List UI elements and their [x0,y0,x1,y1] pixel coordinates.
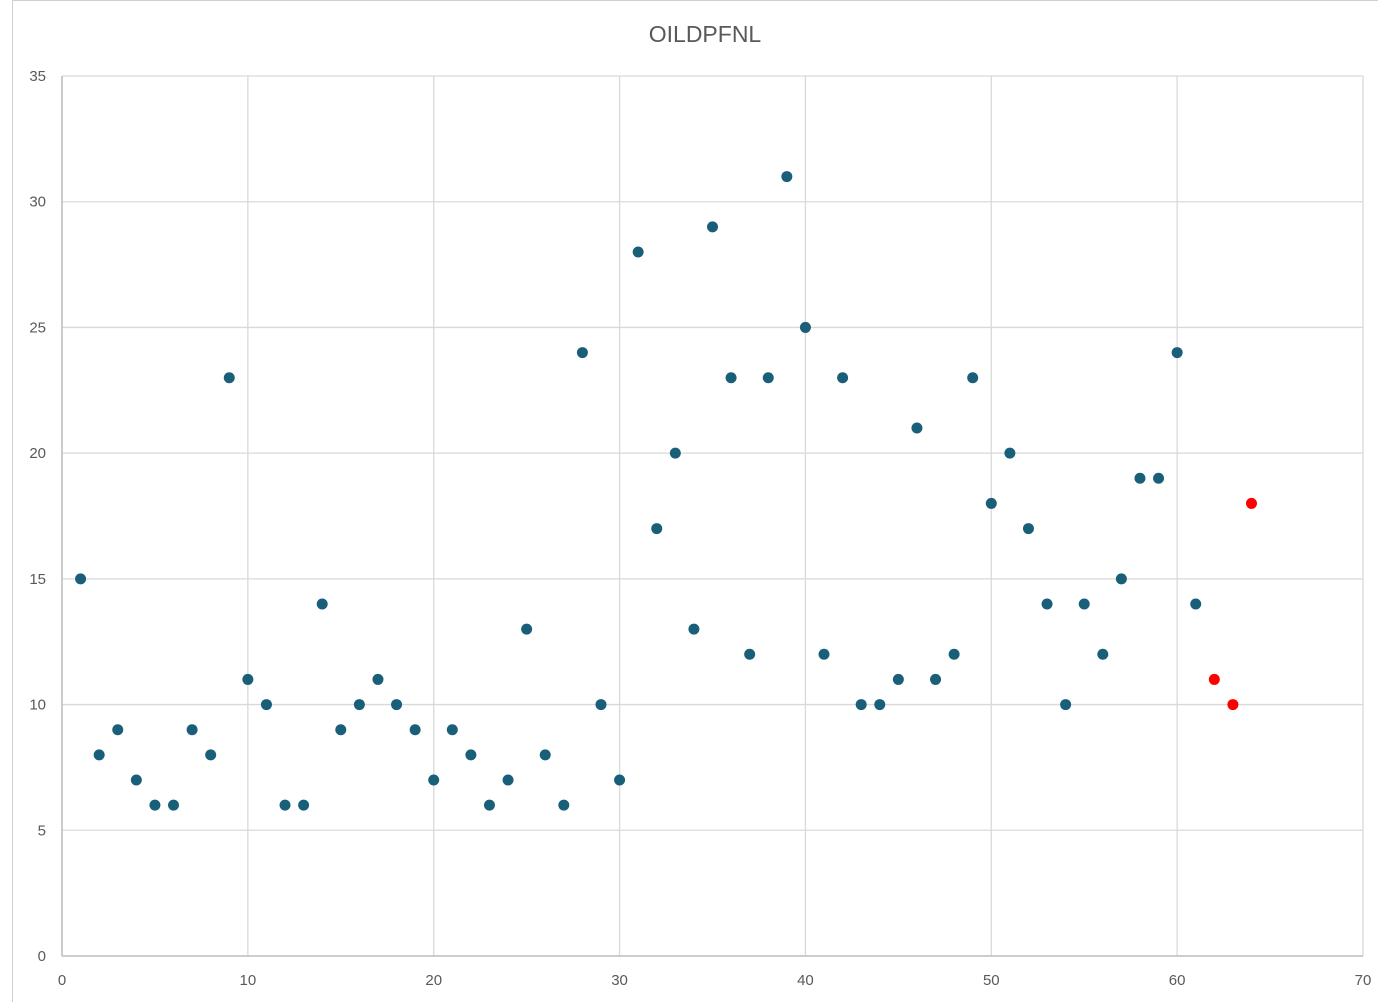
data-point [335,724,347,736]
data-point [781,171,793,183]
x-tick-label: 30 [611,972,628,989]
data-point [799,321,811,333]
highlighted-data-point [1245,497,1257,509]
y-tick-label: 25 [29,319,46,336]
data-point [1134,472,1146,484]
highlighted-data-point [1227,699,1239,711]
data-point [465,749,477,761]
data-point [1190,598,1202,610]
data-point [930,673,942,685]
data-point [260,699,272,711]
window-top-edge [13,0,1378,1]
data-point [521,623,533,635]
data-point [1097,648,1109,660]
data-point [1078,598,1090,610]
data-point [1171,347,1183,359]
data-point [614,774,626,786]
x-tick-label: 50 [983,972,1000,989]
data-point [1115,573,1127,585]
data-point [1153,472,1165,484]
data-point [744,648,756,660]
x-tick-label: 60 [1169,972,1186,989]
data-point [1041,598,1053,610]
x-tick-label: 70 [1355,972,1372,989]
data-point [818,648,830,660]
data-point [242,673,254,685]
data-point [1060,699,1072,711]
x-tick-label: 10 [240,972,257,989]
data-point [205,749,217,761]
data-point [391,699,403,711]
data-point [316,598,328,610]
data-point [428,774,440,786]
x-tick-label: 20 [425,972,442,989]
data-points [75,171,1257,811]
data-point [446,724,458,736]
y-tick-label: 20 [29,445,46,462]
data-point [168,799,180,811]
data-point [149,799,161,811]
data-point [892,673,904,685]
x-tick-label: 0 [58,972,66,989]
y-tick-label: 15 [29,571,46,588]
data-point [372,673,384,685]
y-tick-label: 10 [29,697,46,714]
data-point [409,724,421,736]
data-point [112,724,124,736]
data-point [483,799,495,811]
data-point [948,648,960,660]
data-point [576,347,588,359]
data-point [762,372,774,384]
data-point [279,799,291,811]
data-point [707,221,718,233]
tick-labels: 0 10 20 30 40 50 60 70 0 5 10 15 20 25 30 35 [29,68,1371,989]
y-tick-label: 30 [29,194,46,211]
data-point [967,372,979,384]
data-point [223,372,235,384]
highlighted-data-point [1208,673,1220,685]
data-point [1004,447,1016,459]
data-point [837,372,849,384]
data-point [595,699,607,711]
axes [61,76,1363,957]
data-point [725,372,737,384]
data-point [911,422,923,434]
data-point [539,749,551,761]
data-point [651,523,663,535]
data-point [985,497,997,509]
data-point [93,749,105,761]
data-point [186,724,198,736]
data-point [1022,523,1034,535]
y-tick-label: 35 [29,68,46,85]
data-point [502,774,514,786]
y-tick-label: 0 [38,948,46,965]
data-point [130,774,142,786]
y-tick-label: 5 [38,822,46,839]
window-left-edge [0,0,13,1002]
data-point [669,447,681,459]
chart-title: OILDPFNL [649,21,762,47]
data-point [298,799,310,811]
data-point [855,699,867,711]
data-point [558,799,570,811]
data-point [632,246,644,258]
data-point [353,699,365,711]
data-point [75,573,87,585]
x-tick-label: 40 [797,972,814,989]
gridlines [61,75,1364,957]
data-point [688,623,700,635]
data-point [874,699,886,711]
